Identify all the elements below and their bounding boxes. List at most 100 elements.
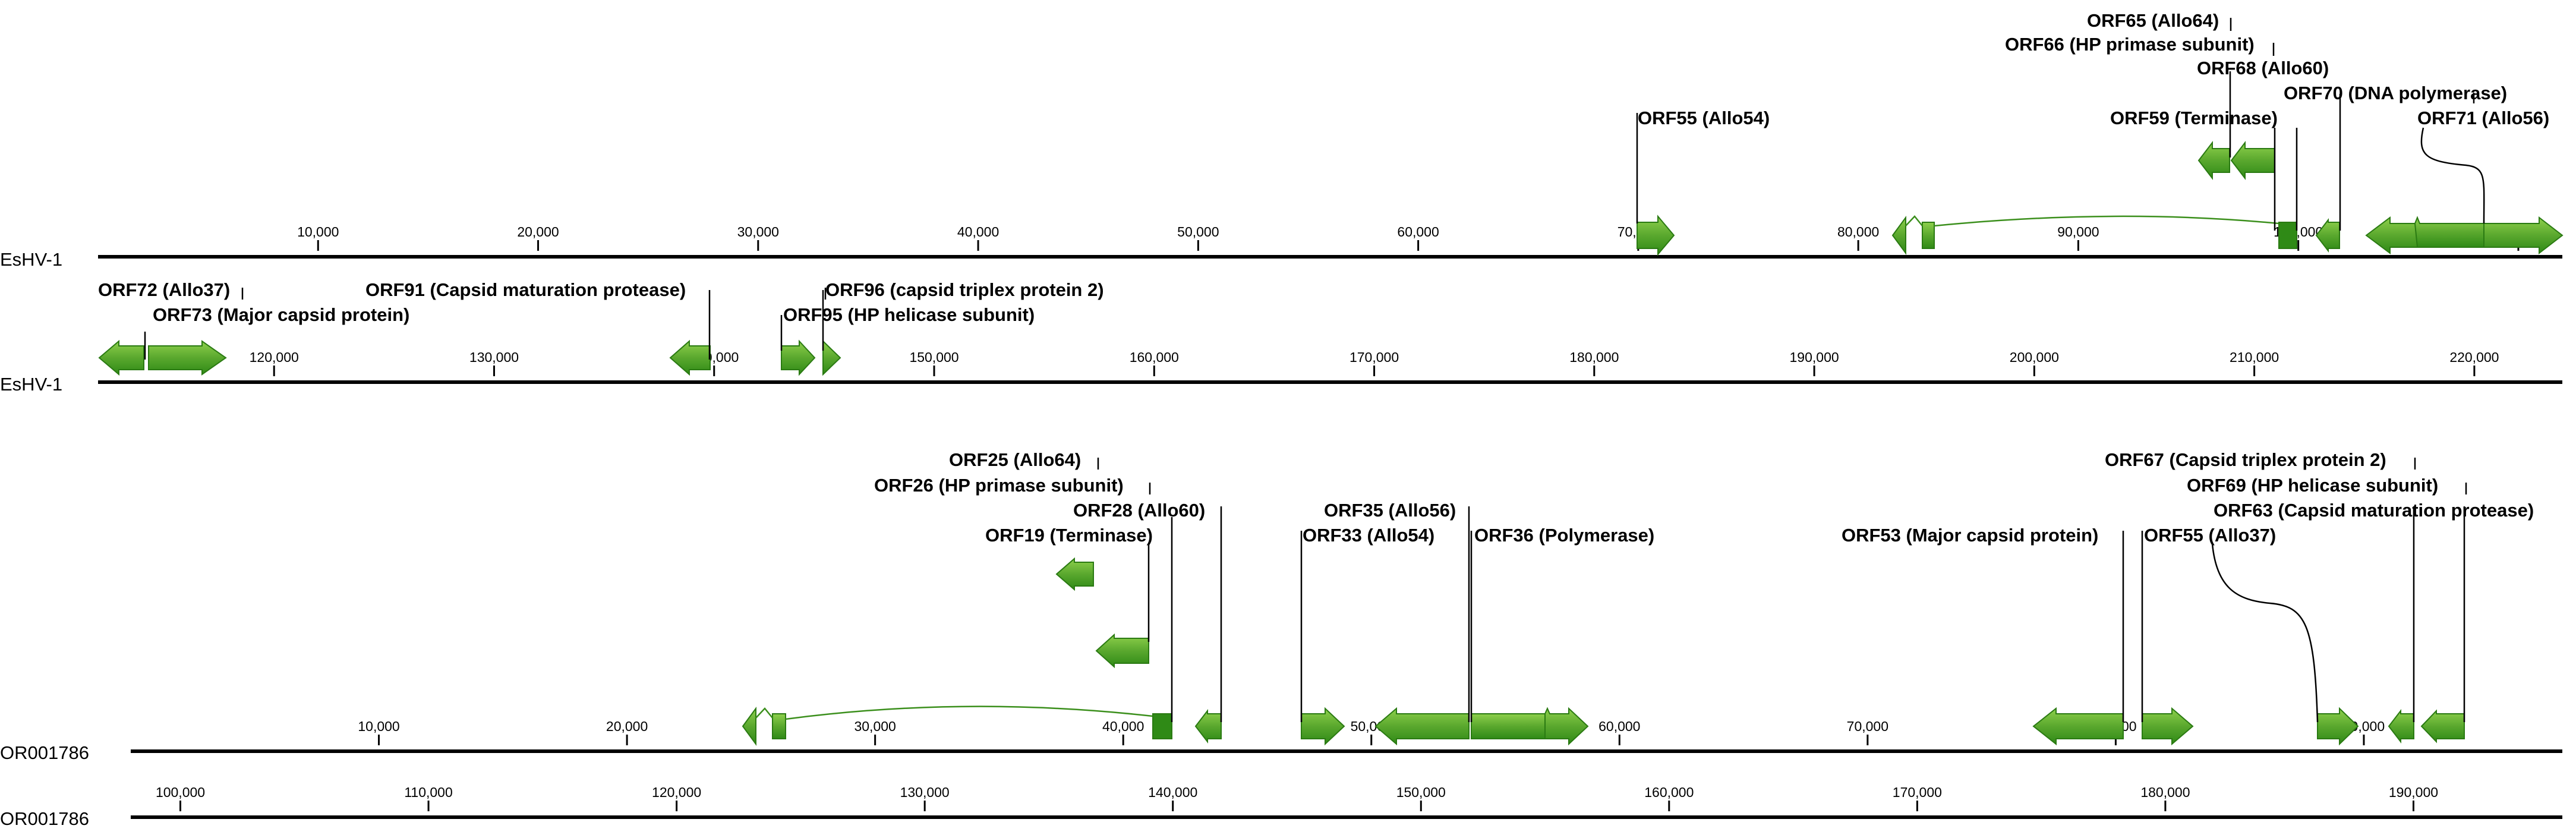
label-end-markers	[241, 18, 2475, 494]
track-name: OR001786	[0, 742, 89, 763]
tick-label: 100,000	[156, 785, 205, 800]
leader-lines	[144, 290, 824, 360]
gene-orf95[interactable]	[781, 339, 816, 376]
gene-orf91[interactable]	[669, 339, 711, 376]
tick-label: 140,000	[1148, 785, 1197, 800]
gene-orf59-exon3[interactable]	[2278, 222, 2297, 249]
track-or001786-part1: OR001786 10,000 20,000 30,000 40,000 50,000 6…	[0, 449, 2562, 763]
label-orf68: ORF68 (Allo60)	[2197, 58, 2329, 78]
gene-orf33[interactable]	[1301, 707, 1345, 746]
intron-line	[1934, 215, 2279, 227]
track-eshv1-part1: EsHV-1 10,000 20,000 30,000 40,000 50,000 60,…	[0, 10, 2564, 270]
tick-label: 30,000	[854, 719, 896, 734]
tick-label: 110,000	[404, 785, 452, 800]
tick-label: 10,000	[297, 224, 339, 240]
gene-orf72[interactable]	[98, 339, 144, 376]
tick-label: 20,000	[606, 719, 648, 734]
label-orf26: ORF26 (HP primase subunit)	[874, 475, 1124, 496]
label-orf73: ORF73 (Major capsid protein)	[153, 304, 409, 325]
gene-orf71-mid[interactable]	[2414, 216, 2484, 248]
label-orf36: ORF36 (Polymerase)	[1474, 525, 1654, 546]
tick-label: 70,000	[1847, 719, 1888, 734]
label-orf66: ORF66 (HP primase subunit)	[2005, 34, 2255, 55]
label-orf35: ORF35 (Allo56)	[1324, 500, 1456, 521]
tick-label: 160,000	[1644, 785, 1694, 800]
label-orf95: ORF95 (HP helicase subunit)	[783, 304, 1035, 325]
tick-label: 200,000	[2010, 349, 2059, 365]
gene-orf36[interactable]	[1471, 713, 1546, 739]
gene-orf59-exon2[interactable]	[1922, 222, 1935, 249]
gene-orf71-right[interactable]	[2483, 216, 2564, 255]
label-orf71: ORF71 (Allo56)	[2417, 108, 2549, 128]
tick-label: 40,000	[1102, 719, 1144, 734]
label-orf19: ORF19 (Terminase)	[985, 525, 1153, 546]
tick-label: 180,000	[2140, 785, 2190, 800]
tick-label: 120,000	[652, 785, 701, 800]
tick-label: 80,000	[1837, 224, 1879, 240]
tick-label: 50,000	[1177, 224, 1219, 240]
tick-label: 60,000	[1397, 224, 1439, 240]
gene-orf96[interactable]	[822, 339, 841, 376]
gene-orf55-or[interactable]	[2142, 707, 2194, 746]
label-orf53: ORF53 (Major capsid protein)	[1842, 525, 2098, 546]
tick-label: 10,000	[358, 719, 399, 734]
intron-line	[1905, 215, 1923, 226]
tick-label: 130,000	[469, 349, 519, 365]
tick-group: 120,000 130,000 140,000 150,000 160,000 170,0…	[250, 349, 2499, 376]
label-orf67: ORF67 (Capsid triplex protein 2)	[2105, 449, 2386, 470]
gene-orf19-exon2[interactable]	[772, 713, 786, 739]
tick-label: 20,000	[517, 224, 559, 240]
gene-orf73[interactable]	[148, 340, 227, 376]
tick-label: 120,000	[250, 349, 299, 365]
label-orf25: ORF25 (Allo64)	[949, 449, 1081, 470]
gene-orf55[interactable]	[1637, 215, 1675, 256]
gene-orf36-tail[interactable]	[1544, 707, 1589, 746]
tick-label: 180,000	[1569, 349, 1619, 365]
label-orf63: ORF63 (Capsid maturation protease)	[2214, 500, 2534, 521]
tick-label: 130,000	[900, 785, 950, 800]
tick-label: 30,000	[737, 224, 779, 240]
gene-orf35[interactable]	[1374, 707, 1470, 746]
tick-group: 100,000 110,000 120,000 130,000 140,000 150,0…	[156, 785, 2438, 811]
tick-label: 160,000	[1130, 349, 1179, 365]
gene-orf70[interactable]	[2315, 218, 2340, 253]
track-or001786-part2: OR001786 100,000 110,000 120,000 130,000 140…	[0, 785, 2562, 829]
label-orf69: ORF69 (HP helicase subunit)	[2187, 475, 2438, 496]
label-orf70: ORF70 (DNA polymerase)	[2284, 83, 2507, 103]
tick-label: 150,000	[909, 349, 958, 365]
tick-label: 40,000	[957, 224, 999, 240]
tick-label: 190,000	[1790, 349, 1839, 365]
gene-orf63[interactable]	[2317, 707, 2359, 746]
gene-orf67[interactable]	[2388, 709, 2414, 744]
gene-orf53[interactable]	[2032, 707, 2124, 746]
gene-orf19-exon3[interactable]	[1152, 713, 1172, 739]
gene-orf26[interactable]	[1095, 633, 1149, 669]
gene-orf59-exon1[interactable]	[1891, 215, 1906, 256]
intron-line	[785, 705, 1153, 720]
gene-orf69[interactable]	[2420, 709, 2465, 744]
gene-orf19-exon1[interactable]	[742, 706, 756, 746]
tick-label: 170,000	[1893, 785, 1942, 800]
track-name: OR001786	[0, 808, 89, 829]
label-orf55-or: ORF55 (Allo37)	[2144, 525, 2276, 546]
gene-orf66[interactable]	[2230, 141, 2275, 180]
label-orf65: ORF65 (Allo64)	[2087, 10, 2219, 31]
gene-orf28[interactable]	[1194, 709, 1222, 744]
label-orf91: ORF91 (Capsid maturation protease)	[365, 279, 686, 300]
label-orf28: ORF28 (Allo60)	[1073, 500, 1205, 521]
tick-label: 60,000	[1598, 719, 1640, 734]
track-name: EsHV-1	[0, 249, 62, 270]
track-name: EsHV-1	[0, 374, 62, 395]
tick-label: 90,000	[2057, 224, 2099, 240]
gene-orf71-left[interactable]	[2365, 216, 2418, 254]
gene-orf25[interactable]	[1055, 557, 1094, 591]
label-orf96: ORF96 (capsid triplex protein 2)	[825, 279, 1104, 300]
label-orf72: ORF72 (Allo37)	[98, 279, 230, 300]
gene-orf65[interactable]	[2197, 141, 2230, 180]
tick-label: 170,000	[1350, 349, 1399, 365]
label-orf55-eshv: ORF55 (Allo54)	[1638, 108, 1770, 128]
label-orf59: ORF59 (Terminase)	[2110, 108, 2278, 128]
tick-label: 150,000	[1396, 785, 1446, 800]
